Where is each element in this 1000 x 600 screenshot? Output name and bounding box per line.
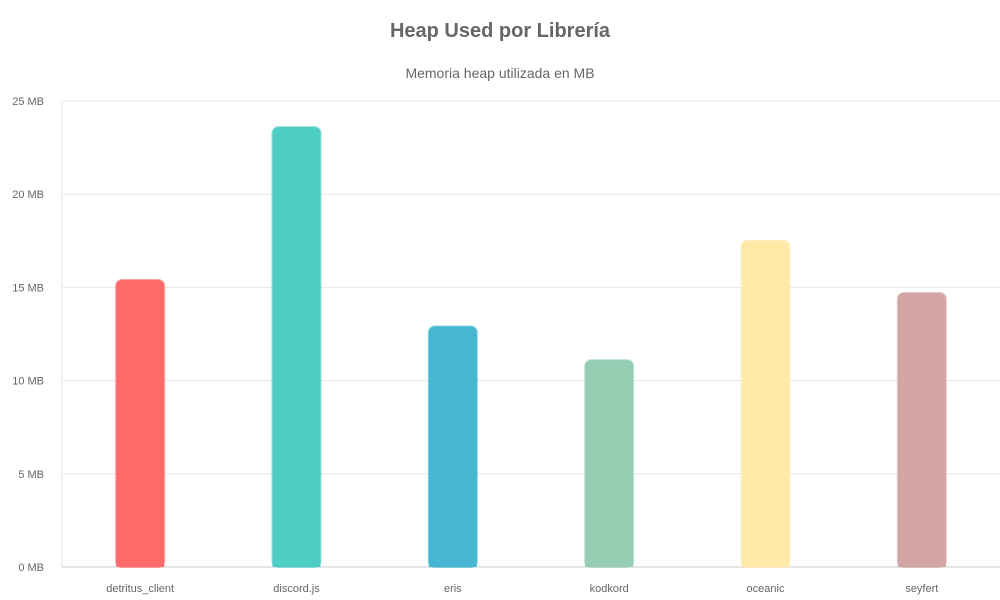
x-tick-label: discord.js [273,583,320,595]
x-tick-label: seyfert [905,583,938,595]
label-layer: 0 MB 5 MB 10 MB 15 MB 20 MB 25 MB detritus_cli… [12,96,938,595]
bar-base [116,559,165,567]
bar-eris[interactable] [427,325,478,568]
bar-base [897,559,946,567]
y-tick-label: 25 MB [12,96,44,108]
bar-detritus-client[interactable] [115,278,166,568]
y-tick-label: 5 MB [18,469,44,481]
x-tick-label: eris [444,583,462,595]
bar-base [428,559,477,567]
bar-base [741,559,790,567]
y-tick-label: 15 MB [12,282,44,294]
bar-kodkord[interactable] [584,359,635,569]
chart-subtitle: Memoria heap utilizada en MB [405,65,595,81]
chart-title: Heap Used por Librería [389,20,611,42]
grid-layer [62,100,1000,568]
bar-seyfert[interactable] [896,291,947,568]
bar-base [272,559,321,567]
x-tick-label: kodkord [590,583,629,595]
bar-layer [115,126,947,569]
x-tick-label: oceanic [747,583,785,595]
bar-base [585,559,634,567]
y-tick-label: 0 MB [18,562,44,574]
x-tick-label: detritus_client [106,583,174,595]
y-tick-label: 20 MB [12,189,44,201]
bar-discord-js[interactable] [271,126,322,568]
bar-oceanic[interactable] [740,239,791,569]
y-tick-label: 10 MB [12,376,44,388]
